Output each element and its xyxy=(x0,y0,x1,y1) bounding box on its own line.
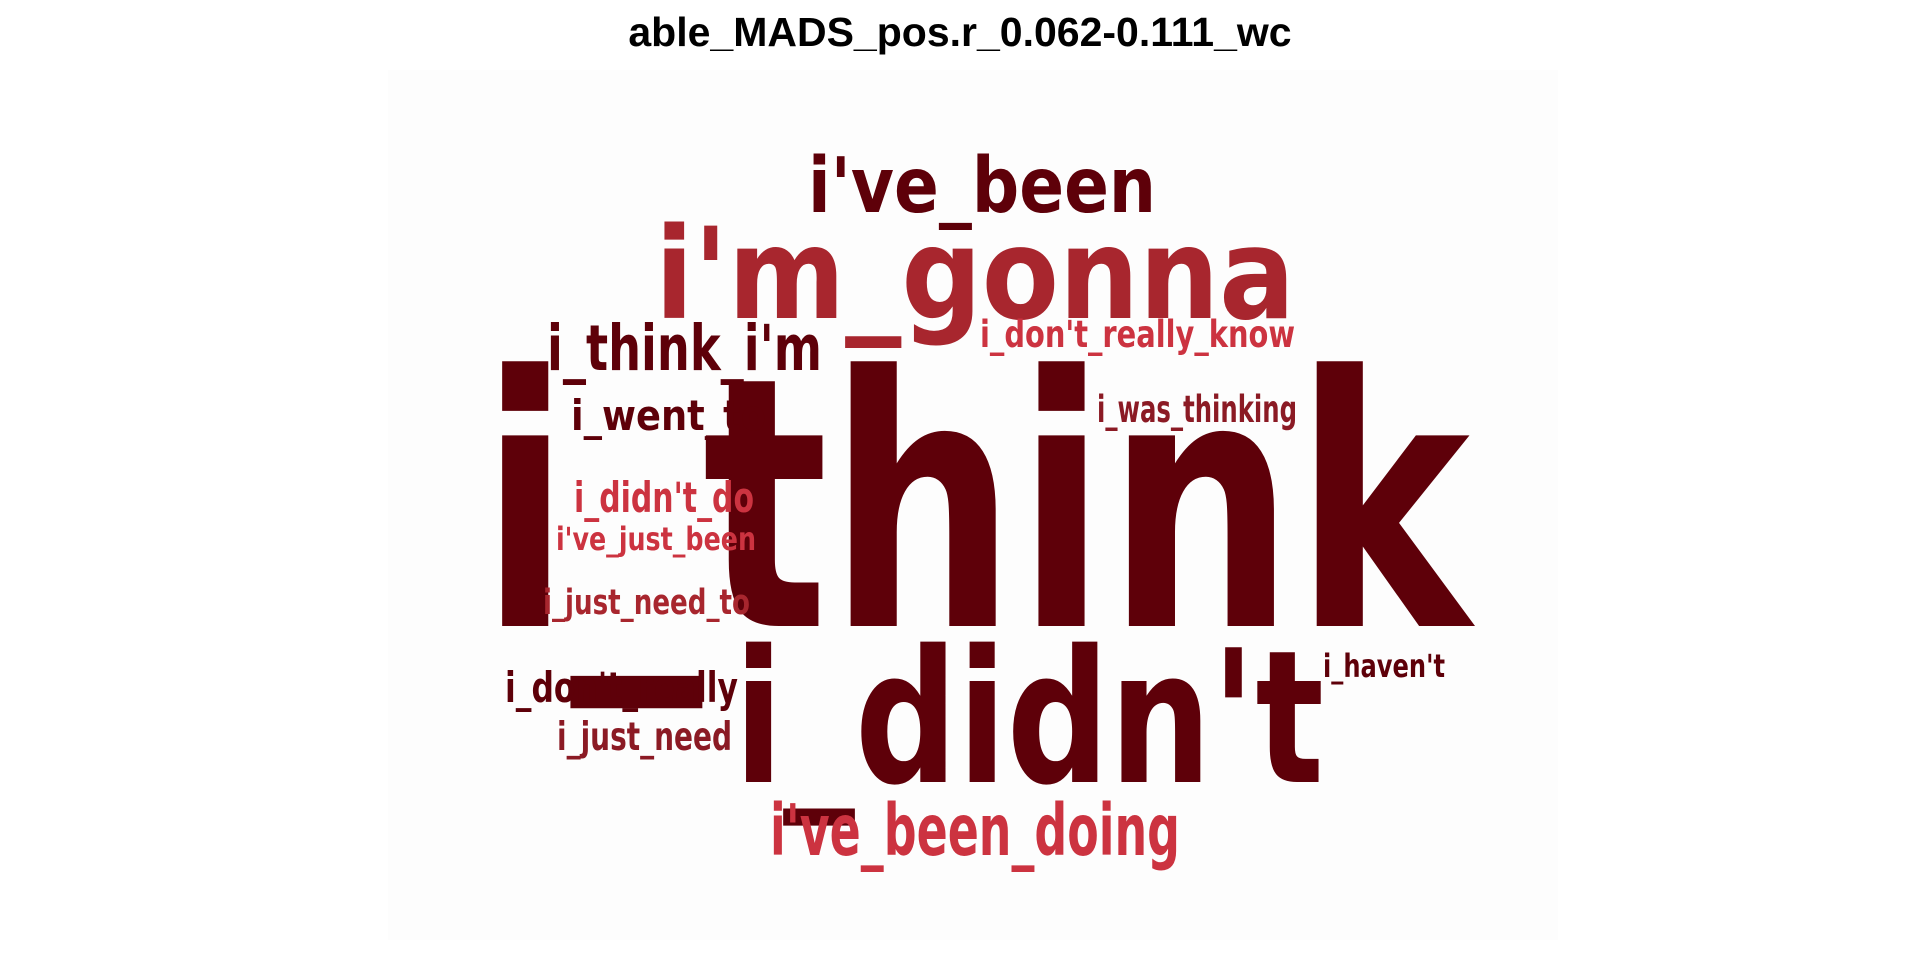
cloud-word-1: i'm_gonna xyxy=(655,200,1295,348)
cloud-word-5: i've_been_doing xyxy=(770,789,1180,872)
cloud-word-11: i_just_need_to xyxy=(543,583,750,623)
cloud-word-14: i_haven't xyxy=(1323,649,1445,685)
cloud-word-9: i_didn't_do xyxy=(574,473,754,522)
cloud-word-7: i_was_thinking xyxy=(1097,388,1297,431)
cloud-word-2: i_didn't xyxy=(734,610,1324,826)
cloud-word-3: i've_been xyxy=(808,142,1156,231)
cloud-word-0: i_think xyxy=(480,304,1476,713)
cloud-word-4: i_think_i'm xyxy=(547,311,822,385)
word-cloud-panel xyxy=(388,70,1558,940)
cloud-word-12: i_don't_really xyxy=(505,663,738,712)
figure-title: able_MADS_pos.r_0.062-0.111_wc xyxy=(628,9,1292,55)
cloud-word-6: i_don't_really_know xyxy=(980,313,1295,356)
cloud-word-13: i_just_need xyxy=(557,714,732,760)
cloud-word-10: i've_just_been xyxy=(556,522,756,558)
cloud-word-8: i_went_to xyxy=(571,391,766,440)
